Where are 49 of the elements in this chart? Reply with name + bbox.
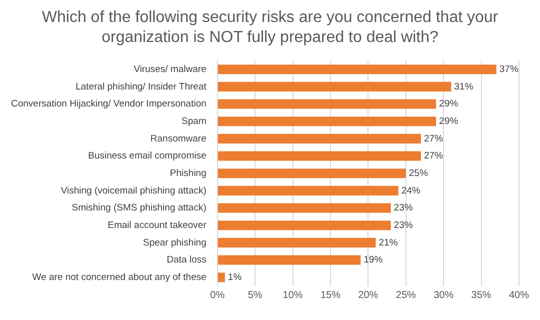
data-label: 29% [439, 116, 459, 127]
data-label: 19% [364, 254, 384, 266]
bar [218, 99, 436, 109]
bar [218, 134, 421, 144]
x-tick-label: 35% [471, 290, 492, 301]
bar [218, 168, 406, 178]
bar [218, 151, 421, 161]
bar [218, 116, 436, 126]
data-label: 23% [394, 220, 414, 231]
y-tick-label: We are not concerned about any of these [32, 272, 206, 283]
y-tick-label: Email account takeover [108, 220, 206, 231]
y-tick-label: Viruses/ malware [134, 64, 206, 75]
data-label: 21% [378, 237, 398, 248]
x-tick-label: 40% [508, 290, 530, 301]
x-tick-label: 10% [282, 290, 303, 301]
bar [218, 238, 376, 248]
data-label: 31% [454, 81, 474, 92]
y-tick-label: Spear phishing [142, 237, 206, 248]
y-tick-label: Spam [182, 116, 206, 127]
y-tick-label: Business email compromise [88, 150, 206, 162]
x-tick-label: 15% [320, 290, 341, 301]
y-tick-label: Ransomware [150, 133, 206, 144]
y-tick-label: Conversation Hijacking/ Vendor Impersonation [10, 98, 206, 110]
y-tick-label: Data loss [166, 254, 207, 266]
chart-title: Which of the following security risks are you concerned that your organization is NOT fully prepared to deal with? [40, 8, 500, 48]
bar [218, 255, 361, 265]
data-label: 25% [408, 168, 428, 179]
data-label: 29% [439, 98, 459, 110]
bar [218, 220, 391, 230]
x-tick-label: 5% [248, 290, 262, 301]
y-tick-label: Lateral phishing/ Insider Threat [76, 81, 207, 92]
x-tick-label: 0% [210, 290, 225, 301]
bar [218, 203, 391, 213]
bar [218, 64, 496, 74]
data-label: 37% [499, 64, 519, 75]
x-tick-label: 20% [358, 290, 378, 301]
bar [218, 186, 398, 196]
y-tick-label: Phishing [170, 168, 206, 179]
y-tick-label: Smishing (SMS phishing attack) [72, 202, 206, 214]
data-label: 1% [228, 272, 242, 283]
data-label: 23% [394, 202, 414, 214]
x-tick-label: 30% [434, 290, 454, 301]
y-tick-label: Vishing (voicemail phishing attack) [60, 185, 206, 196]
data-label: 27% [424, 133, 444, 144]
bar [218, 272, 225, 282]
x-tick-label: 25% [396, 290, 416, 301]
data-label: 27% [424, 150, 444, 162]
bar [218, 82, 452, 92]
data-label: 24% [401, 185, 421, 196]
